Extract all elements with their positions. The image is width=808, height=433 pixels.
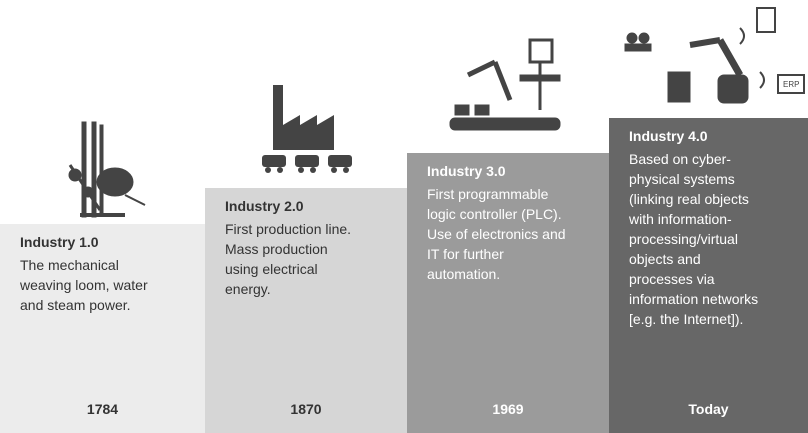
stage-description: and steam power. xyxy=(20,297,131,313)
stage-description: information networks xyxy=(629,291,758,307)
stage-title: Industry 2.0 xyxy=(225,198,304,214)
stage-description: objects and xyxy=(629,251,701,267)
stage-description: (linking real objects xyxy=(629,191,749,207)
factory-icon xyxy=(262,85,352,173)
stage-description: logic controller (PLC). xyxy=(427,206,562,222)
automation-icon xyxy=(450,40,560,130)
stage-title: Industry 1.0 xyxy=(20,234,99,250)
stage-description: Use of electronics and xyxy=(427,226,566,242)
stage-title: Industry 4.0 xyxy=(629,128,708,144)
stage-year: Today xyxy=(688,401,728,417)
stage-description: using electrical xyxy=(225,261,318,277)
industry-diagram: ERP Industry 1.0 The mechanical weaving lo… xyxy=(0,0,808,433)
stage-description: Mass production xyxy=(225,241,328,257)
stage-year: 1969 xyxy=(492,401,523,417)
stage-description: energy. xyxy=(225,281,271,297)
stage-description: processing/virtual xyxy=(629,231,738,247)
stage-description: Based on cyber- xyxy=(629,151,731,167)
stage-description: The mechanical xyxy=(20,257,119,273)
stage-description: weaving loom, water xyxy=(19,277,148,293)
stage-year: 1870 xyxy=(290,401,321,417)
erp-label: ERP xyxy=(783,80,799,89)
stage-description: with information- xyxy=(628,211,732,227)
stage-description: automation. xyxy=(427,266,500,282)
loom-icon xyxy=(69,122,145,217)
stage-description: physical systems xyxy=(629,171,735,187)
stage-description: First production line. xyxy=(225,221,351,237)
stage-year: 1784 xyxy=(87,401,118,417)
stage-title: Industry 3.0 xyxy=(427,163,506,179)
stage-description: First programmable xyxy=(427,186,549,202)
stage-description: IT for further xyxy=(427,246,504,262)
smart-factory-icon xyxy=(625,8,804,103)
stage-description: [e.g. the Internet]). xyxy=(629,311,743,327)
stage-description: processes via xyxy=(629,271,715,287)
